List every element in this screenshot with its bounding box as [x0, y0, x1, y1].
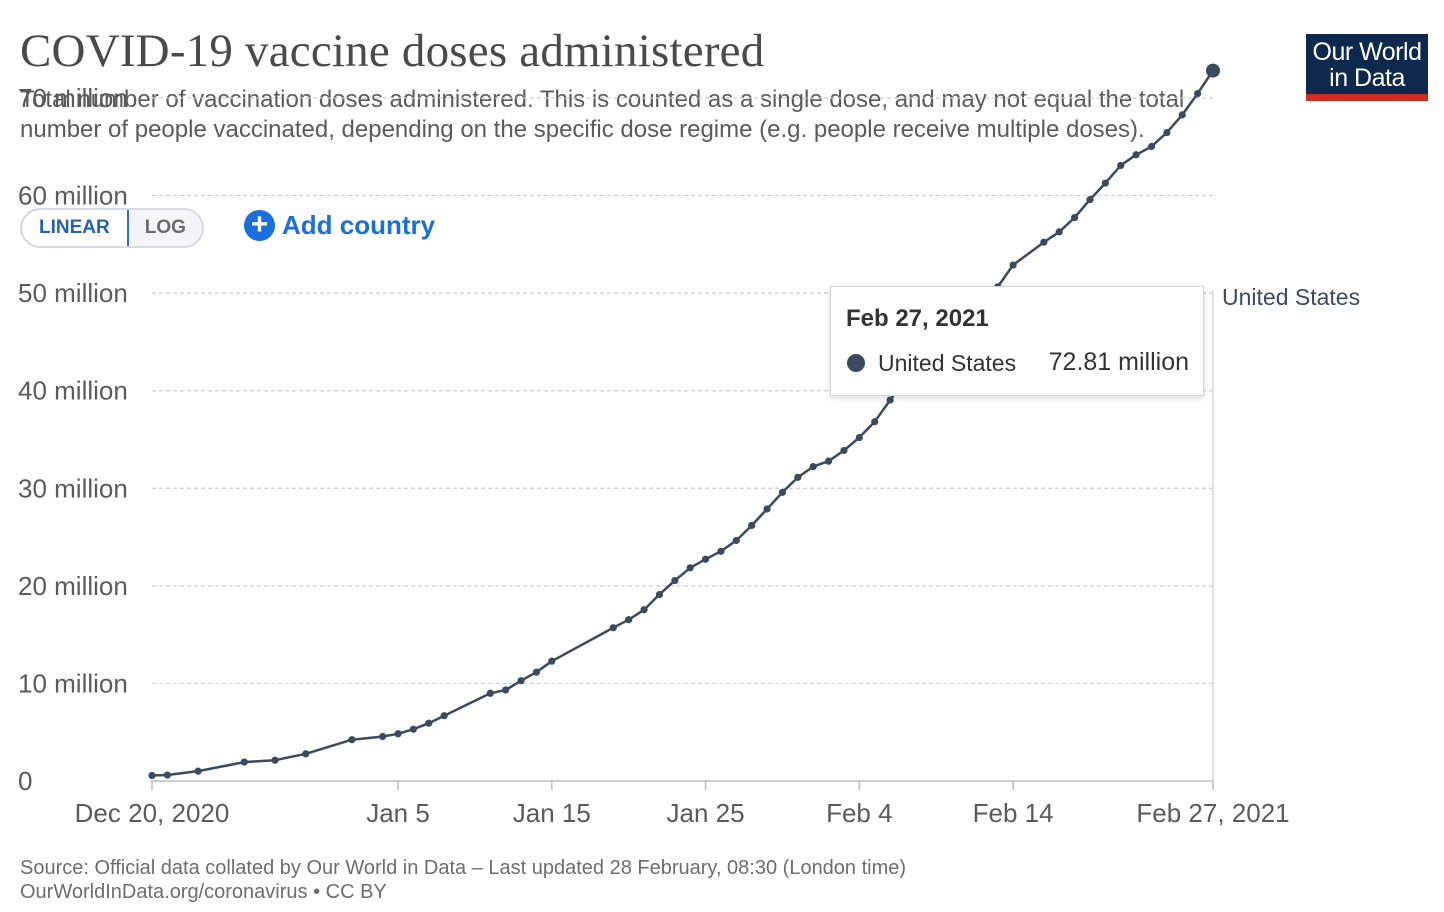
tooltip-value: 72.81 million — [1048, 348, 1189, 376]
series-point — [732, 536, 740, 545]
series-point-latest — [1206, 63, 1220, 78]
series-point — [240, 758, 248, 766]
y-tick-label: 30 million — [18, 473, 128, 503]
series-line — [151, 69, 1215, 777]
y-tick-label: 50 million — [18, 278, 128, 308]
series-point — [163, 771, 171, 779]
x-tick-label: Feb 4 — [826, 798, 893, 828]
series-point — [548, 657, 556, 665]
add-country-button[interactable]: + Add country — [244, 210, 435, 241]
series-point — [440, 712, 448, 720]
series-point — [1086, 195, 1094, 204]
series-end-label: United States — [1222, 284, 1360, 310]
tooltip-series-name: United States — [878, 350, 1017, 376]
series-point — [1101, 179, 1109, 187]
series-point — [1132, 151, 1140, 159]
tooltip: Feb 27, 2021 United States 72.81 million — [830, 286, 1204, 396]
y-tick-label: 70 million — [18, 83, 128, 113]
tooltip-date: Feb 27, 2021 — [846, 305, 989, 332]
series-point — [517, 677, 525, 685]
series-point — [824, 457, 833, 465]
series-point — [194, 767, 202, 775]
series-point — [425, 719, 433, 727]
owid-logo[interactable]: Our World in Data — [1306, 34, 1428, 101]
y-tick-label: 0 — [18, 766, 32, 796]
series-point — [271, 756, 279, 764]
series-point — [778, 488, 787, 496]
series-point — [763, 505, 771, 513]
logo-line2: in Data — [1329, 64, 1405, 92]
series-point — [640, 606, 648, 614]
source-text: Source: Official data collated by Our Wo… — [20, 857, 907, 879]
y-tick-label: 60 million — [18, 181, 128, 211]
series-point — [855, 433, 863, 442]
series-point — [748, 521, 756, 530]
series-point — [1009, 261, 1017, 269]
linear-scale-button[interactable]: LINEAR — [21, 210, 129, 246]
series-point — [348, 736, 356, 744]
source-url-license[interactable]: OurWorldInData.org/coronavirus • CC BY — [20, 881, 387, 903]
series-point — [809, 463, 817, 471]
series-point — [502, 686, 510, 694]
x-tick-label: Jan 5 — [366, 798, 430, 828]
series-point — [1055, 228, 1063, 236]
plus-icon: + — [244, 210, 275, 241]
series-point — [886, 396, 894, 404]
x-tick-label: Feb 14 — [973, 798, 1054, 828]
series-point — [871, 418, 879, 426]
series-point — [409, 725, 418, 733]
source-note: Source: Official data collated by Our Wo… — [20, 856, 906, 904]
series-point — [148, 771, 156, 780]
y-tick-label: 20 million — [18, 571, 128, 601]
series-point — [394, 730, 402, 738]
x-tick-label: Jan 25 — [667, 798, 745, 828]
series-point — [717, 547, 725, 555]
x-tick-label: Feb 27, 2021 — [1136, 798, 1289, 828]
x-tick-label: Dec 20, 2020 — [75, 798, 230, 828]
y-tick-label: 40 million — [18, 376, 128, 406]
log-scale-button[interactable]: LOG — [128, 210, 202, 246]
series-point — [655, 590, 664, 599]
series-point — [840, 446, 848, 455]
scale-toggle: LINEAR LOG — [20, 208, 204, 248]
series-point — [671, 576, 679, 585]
y-tick-label: 10 million — [18, 668, 128, 698]
logo-line1: Our World — [1312, 38, 1422, 66]
chart-title: COVID-19 vaccine doses administered — [20, 25, 765, 77]
series-point — [1194, 90, 1202, 98]
chart-subtitle: Total number of vaccination doses admini… — [20, 86, 1185, 143]
series-point — [532, 668, 541, 676]
series-point — [625, 616, 633, 624]
series-point — [794, 473, 802, 481]
x-tick-label: Jan 15 — [513, 798, 591, 828]
series-point — [609, 624, 617, 632]
series-point — [379, 732, 387, 741]
series-point — [701, 555, 710, 563]
series-point — [1178, 111, 1186, 119]
series-point — [1117, 161, 1125, 170]
series-point — [1147, 142, 1156, 151]
tooltip-series-dot — [847, 354, 865, 372]
series-point — [302, 750, 310, 758]
add-country-label: Add country — [282, 210, 436, 240]
series-point — [1071, 214, 1079, 222]
series-point — [1163, 128, 1171, 137]
series-point — [686, 564, 694, 572]
series-point — [1040, 238, 1048, 246]
series-point — [486, 689, 494, 697]
